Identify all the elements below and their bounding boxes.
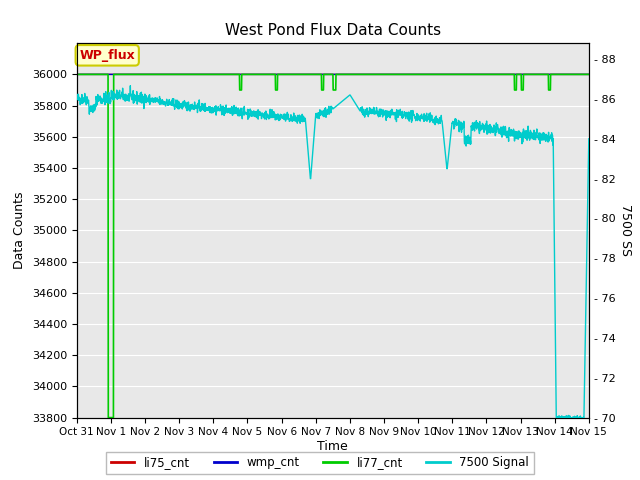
X-axis label: Time: Time — [317, 440, 348, 453]
Y-axis label: Data Counts: Data Counts — [13, 192, 26, 269]
Legend: li75_cnt, wmp_cnt, li77_cnt, 7500 Signal: li75_cnt, wmp_cnt, li77_cnt, 7500 Signal — [106, 452, 534, 474]
Text: WP_flux: WP_flux — [79, 49, 135, 62]
Title: West Pond Flux Data Counts: West Pond Flux Data Counts — [225, 23, 441, 38]
Y-axis label: 7500 SS: 7500 SS — [619, 204, 632, 256]
